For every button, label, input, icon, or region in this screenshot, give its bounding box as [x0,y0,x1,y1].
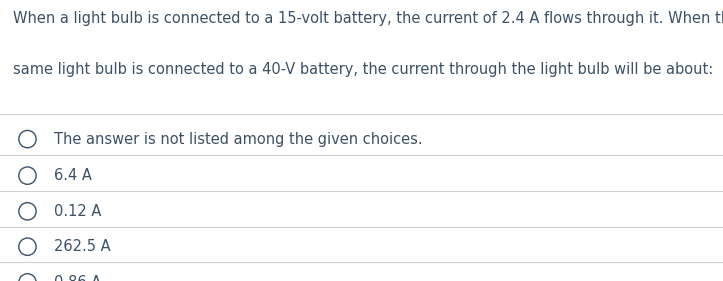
Text: same light bulb is connected to a 40-V battery, the current through the light bu: same light bulb is connected to a 40-V b… [13,62,714,77]
Text: 6.4 A: 6.4 A [54,168,92,183]
Text: The answer is not listed among the given choices.: The answer is not listed among the given… [54,132,423,147]
Text: 0.12 A: 0.12 A [54,204,102,219]
Text: When a light bulb is connected to a 15-volt battery, the current of 2.4 A flows : When a light bulb is connected to a 15-v… [13,11,723,26]
Text: 262.5 A: 262.5 A [54,239,111,254]
Text: 0.86 A: 0.86 A [54,275,101,281]
